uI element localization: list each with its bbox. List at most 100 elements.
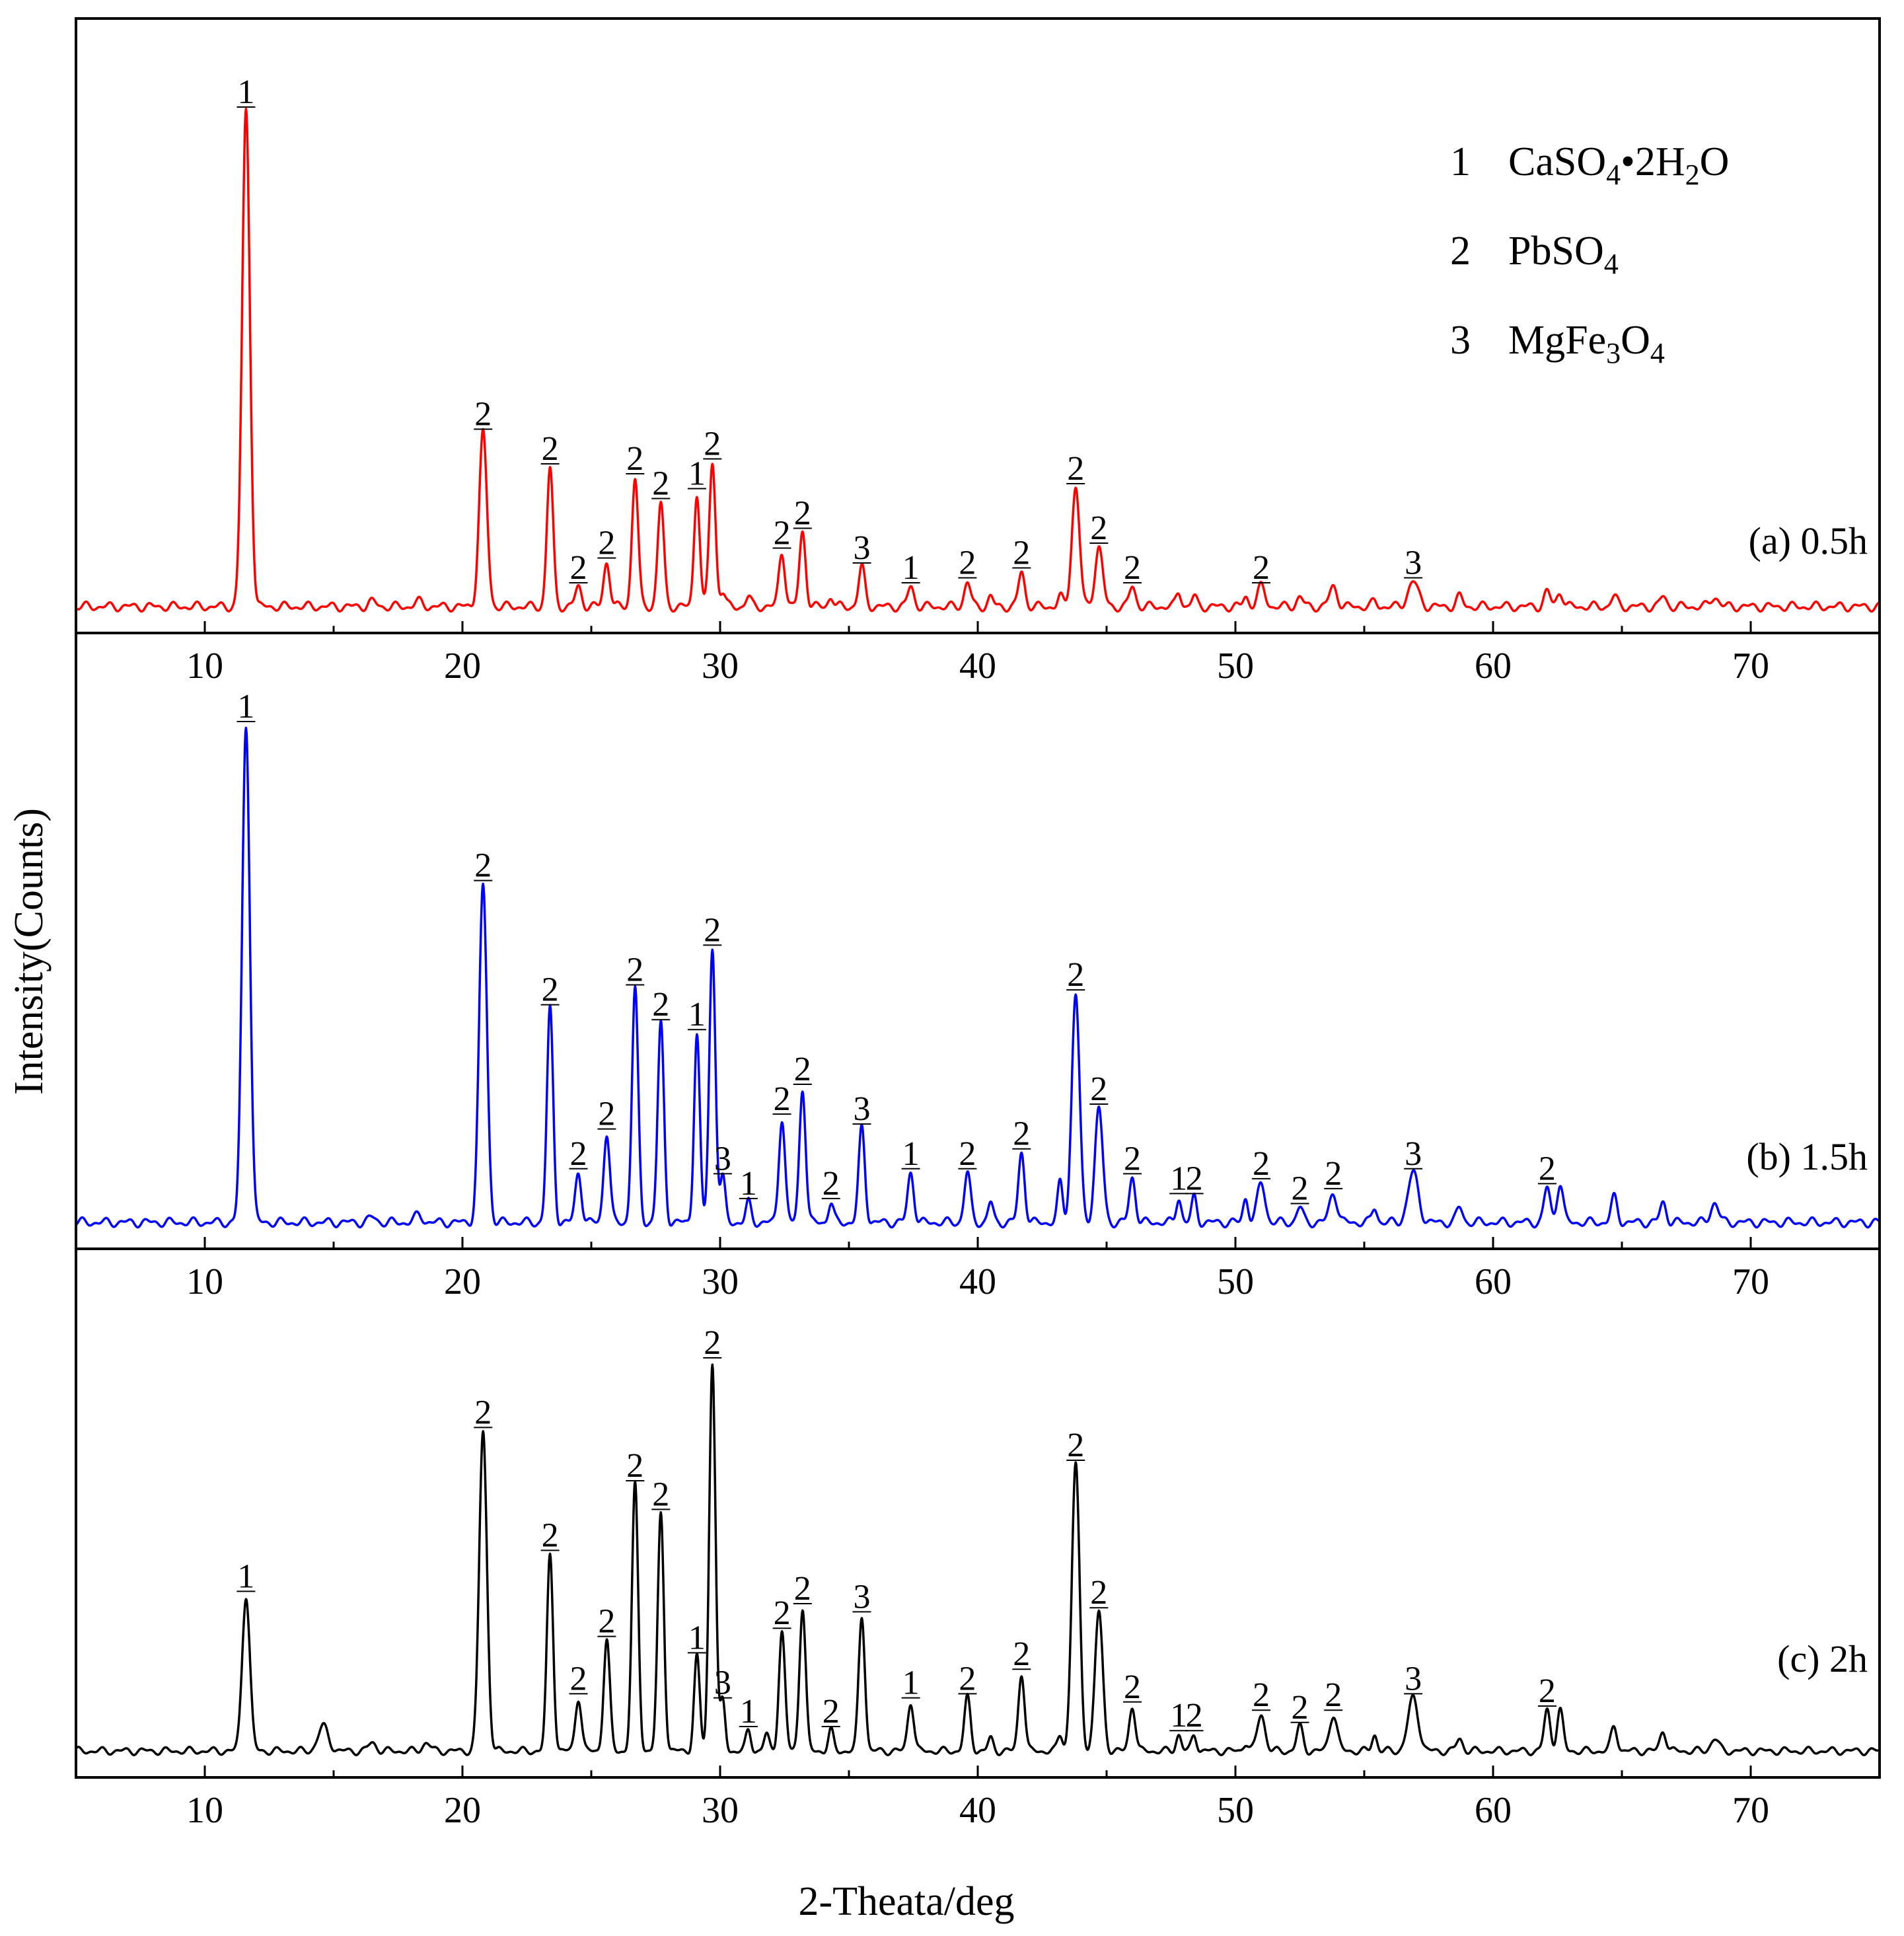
- peak-label: 2: [1124, 549, 1141, 587]
- peak-label: 2: [626, 951, 643, 989]
- peak-label: 2: [626, 1447, 643, 1485]
- peak-label: 2: [474, 847, 492, 885]
- x-tick-label: 50: [1217, 1790, 1254, 1831]
- pattern-line-1: [75, 726, 1880, 1229]
- x-axis-title: 2-Theata/deg: [798, 1879, 1014, 1924]
- peak-label: 1: [902, 549, 920, 587]
- peak-label: 2: [652, 465, 669, 503]
- legend: 1 CaSO4•2H2O 2 PbSO4 3 MgFe3O4: [1450, 139, 1729, 369]
- peak-label: 2: [1124, 1668, 1141, 1706]
- peak-label: 3: [1405, 1660, 1422, 1697]
- panel-label-2: (c) 2h: [1777, 1637, 1868, 1680]
- peak-label: 3: [1405, 1135, 1422, 1173]
- x-tick-label: 50: [1217, 646, 1254, 687]
- peak-label: 1: [902, 1135, 920, 1173]
- peak-label: 2: [1292, 1170, 1309, 1207]
- peak-label: 2: [823, 1165, 840, 1203]
- peak-label: 2: [774, 1080, 791, 1118]
- peak-label: 2: [1325, 1155, 1342, 1193]
- x-tick-label: 30: [702, 1790, 739, 1831]
- x-tick-label: 20: [444, 1261, 481, 1302]
- peak-label: 2: [1539, 1150, 1556, 1187]
- peak-label: 2: [1090, 1070, 1107, 1108]
- legend-entry: PbSO4: [1508, 229, 1619, 280]
- peak-label: 2: [794, 1051, 811, 1088]
- peak-label: 1: [237, 688, 254, 726]
- peak-label: 2: [1067, 450, 1084, 488]
- peak-label: 2: [1253, 1676, 1270, 1714]
- peak-label: 2: [823, 1693, 840, 1731]
- legend-number: 2: [1450, 229, 1471, 274]
- peak-label: 1: [740, 1165, 757, 1203]
- x-tick-label: 40: [959, 1261, 996, 1302]
- peak-label: 2: [542, 1516, 559, 1554]
- peak-label: 2: [959, 544, 976, 582]
- x-tick-label: 60: [1475, 1790, 1512, 1831]
- peak-label: 2: [1292, 1689, 1309, 1727]
- peak-label: 2: [474, 1394, 492, 1431]
- peak-label: 2: [1067, 1427, 1084, 1464]
- peak-label: 3: [854, 1578, 871, 1616]
- peak-label: 3: [854, 1090, 871, 1128]
- peak-label: 3: [714, 1140, 731, 1177]
- peak-label: 1: [740, 1693, 757, 1731]
- peak-label: 2: [474, 396, 492, 433]
- x-tick-label: 70: [1732, 1790, 1769, 1831]
- x-tick-label: 60: [1475, 646, 1512, 687]
- peak-label: 1: [1170, 1697, 1187, 1734]
- peak-label: 2: [542, 430, 559, 468]
- x-tick-label: 40: [959, 1790, 996, 1831]
- x-tick-label: 10: [186, 1261, 223, 1302]
- panel-frame-1: [75, 632, 1881, 1250]
- pattern-line-2: [75, 1363, 1880, 1756]
- peak-label: 1: [688, 455, 706, 493]
- peak-label: 3: [1405, 544, 1422, 582]
- peak-label: 2: [1013, 1635, 1030, 1673]
- peak-label: 2: [1013, 535, 1030, 572]
- x-tick-label: 20: [444, 646, 481, 687]
- peak-label: 3: [854, 529, 871, 567]
- peak-label: 1: [237, 73, 254, 111]
- peak-label: 2: [1186, 1697, 1203, 1734]
- peak-label: 2: [704, 911, 721, 949]
- legend-number: 1: [1450, 139, 1471, 184]
- peak-label: 2: [704, 1324, 721, 1362]
- x-tick-label: 30: [702, 1261, 739, 1302]
- peak-label: 2: [1090, 1574, 1107, 1612]
- peak-label: 2: [774, 1594, 791, 1632]
- peak-label: 2: [626, 440, 643, 478]
- peak-label: 2: [1253, 1145, 1270, 1183]
- peak-label: 2: [598, 1096, 615, 1133]
- peak-label: 2: [794, 495, 811, 533]
- x-tick-label: 70: [1732, 1261, 1769, 1302]
- peak-label: 1: [688, 1619, 706, 1657]
- peak-label: 3: [714, 1664, 731, 1702]
- peak-label: 2: [570, 1135, 587, 1173]
- peak-label: 2: [1067, 956, 1084, 994]
- peak-label: 2: [1090, 509, 1107, 547]
- legend-entry: CaSO4•2H2O: [1508, 139, 1729, 191]
- peak-label: 2: [1013, 1115, 1030, 1153]
- peak-label: 2: [794, 1570, 811, 1608]
- peak-label: 1: [237, 1557, 254, 1595]
- panel-frame-0: [75, 17, 1881, 634]
- y-axis-title: Intensity(Counts): [7, 808, 52, 1095]
- peak-label: 1: [688, 996, 706, 1033]
- peak-label: 1: [1170, 1160, 1187, 1197]
- peak-label: 2: [1186, 1160, 1203, 1197]
- peak-label: 2: [1124, 1140, 1141, 1177]
- peak-label: 2: [542, 971, 559, 1009]
- peak-label: 2: [1539, 1672, 1556, 1710]
- x-tick-label: 10: [186, 1790, 223, 1831]
- peak-label: 2: [1325, 1676, 1342, 1714]
- panel-frame-2: [75, 1247, 1881, 1779]
- x-tick-label: 30: [702, 646, 739, 687]
- peak-label: 2: [1253, 549, 1270, 587]
- x-tick-label: 60: [1475, 1261, 1512, 1302]
- peak-label: 2: [774, 515, 791, 552]
- peak-label: 2: [652, 1475, 669, 1513]
